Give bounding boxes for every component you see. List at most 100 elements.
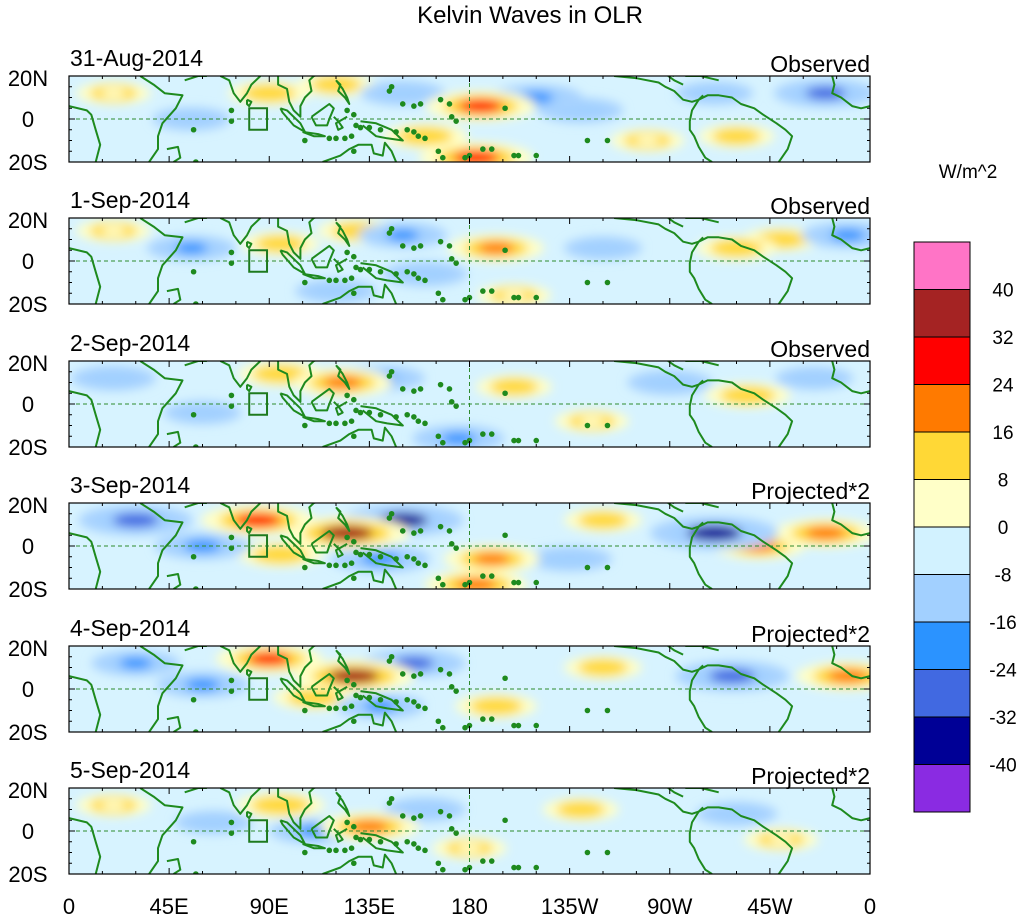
coastline xyxy=(246,383,253,393)
x-tick-label: 45E xyxy=(150,894,189,919)
island xyxy=(228,534,235,541)
island xyxy=(357,266,364,273)
coastline xyxy=(831,788,870,822)
island xyxy=(453,118,459,124)
island xyxy=(342,847,348,854)
island xyxy=(604,707,611,714)
island xyxy=(480,146,486,152)
island xyxy=(351,396,357,403)
coastline xyxy=(310,387,335,412)
island xyxy=(448,399,455,405)
island xyxy=(333,420,339,427)
island xyxy=(351,111,357,118)
anomaly-core xyxy=(185,678,220,691)
coastline xyxy=(322,711,398,732)
island xyxy=(411,129,417,135)
island xyxy=(326,562,333,569)
island xyxy=(388,368,395,375)
island xyxy=(344,392,350,399)
island xyxy=(411,103,417,109)
island xyxy=(388,653,395,660)
anomaly-core xyxy=(805,526,846,540)
y-tick-label: 20N xyxy=(8,66,48,91)
island xyxy=(351,860,357,867)
island xyxy=(480,716,486,722)
colorbar-tick-label: 24 xyxy=(992,376,1014,397)
island xyxy=(357,836,364,843)
colorbar-tick-label: 8 xyxy=(998,471,1009,492)
coastline xyxy=(313,76,318,77)
island xyxy=(533,437,540,444)
coastline xyxy=(698,664,794,732)
island xyxy=(437,666,444,673)
island xyxy=(448,826,455,832)
coastline xyxy=(313,218,318,219)
coastline xyxy=(685,361,719,367)
island xyxy=(353,692,359,699)
island xyxy=(366,836,373,843)
island xyxy=(448,541,455,547)
island xyxy=(435,860,442,867)
island xyxy=(502,247,508,254)
anomaly-core xyxy=(101,88,126,98)
anomaly-core xyxy=(554,553,585,565)
island xyxy=(351,290,357,297)
anomaly-core xyxy=(590,515,616,526)
island xyxy=(302,564,308,571)
coastline xyxy=(335,364,351,390)
island xyxy=(446,813,453,819)
coastline xyxy=(246,668,253,678)
coastline xyxy=(166,145,182,162)
island xyxy=(515,152,522,159)
island xyxy=(357,551,364,558)
island xyxy=(377,126,384,133)
coastline xyxy=(333,258,348,273)
marker-box xyxy=(248,249,269,273)
island xyxy=(344,107,350,114)
coastline xyxy=(302,842,326,850)
island xyxy=(417,813,424,819)
coastlines xyxy=(69,503,870,589)
y-tick-label: 0 xyxy=(22,249,34,274)
island xyxy=(228,677,235,684)
x-tick-label: 90W xyxy=(647,894,692,919)
island xyxy=(437,523,444,530)
island xyxy=(480,288,486,294)
island xyxy=(342,277,348,284)
coastline xyxy=(139,361,184,447)
island xyxy=(411,841,417,847)
coastline xyxy=(277,361,315,403)
colorbar-tick-label: 16 xyxy=(992,423,1013,444)
coastline xyxy=(219,76,262,103)
anomaly-core xyxy=(635,135,660,146)
island xyxy=(357,409,364,416)
island xyxy=(393,841,399,847)
coastline xyxy=(166,430,182,447)
island xyxy=(417,386,424,392)
island xyxy=(351,433,357,440)
colorbar-swatch xyxy=(913,336,971,385)
panel-field xyxy=(69,76,870,162)
island xyxy=(228,545,235,551)
marker-box xyxy=(248,819,269,843)
island xyxy=(440,866,446,873)
island xyxy=(604,849,611,856)
panel-ticks xyxy=(68,502,871,590)
island xyxy=(377,838,384,845)
island xyxy=(502,817,508,824)
coastline xyxy=(614,76,704,103)
anomaly-core xyxy=(687,525,742,541)
island xyxy=(333,277,339,284)
coastline xyxy=(219,788,262,815)
island xyxy=(404,268,411,275)
island xyxy=(353,122,359,129)
island xyxy=(386,373,393,379)
island xyxy=(228,830,235,836)
island xyxy=(435,433,442,440)
coastlines xyxy=(69,646,870,732)
panel-field xyxy=(69,361,870,447)
island xyxy=(388,83,395,90)
anomaly-core xyxy=(724,131,749,142)
island xyxy=(488,573,495,579)
marker-box xyxy=(248,107,269,131)
